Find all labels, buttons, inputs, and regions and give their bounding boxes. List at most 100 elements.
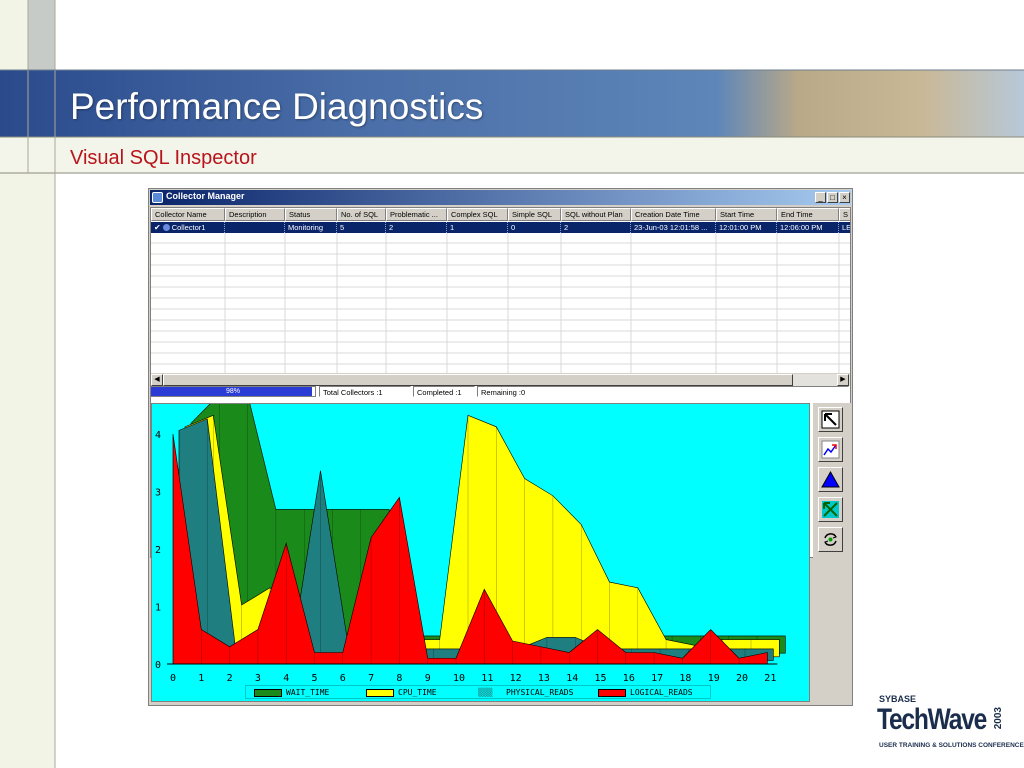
cell-creation-date-time: 23-Jun-03 12:01:58 ...: [631, 222, 716, 233]
refresh-cycle-button[interactable]: [818, 527, 843, 552]
legend-hatch-physical-reads: ▒▒▒: [478, 688, 493, 697]
x-tick-label: 12: [510, 673, 522, 684]
scroll-thumb[interactable]: [163, 374, 793, 386]
sql-performance-chart[interactable]: 0 1 2 3 4 0 1 2 3 4 5 6 7 8 9 10 11 12 13 14 15 16 17 18 19 20 21 …: [151, 403, 810, 702]
cell-sql-without-plan: 2: [561, 222, 631, 233]
legend-swatch-cpu-time: [366, 689, 394, 697]
x-tick-label: 1: [198, 673, 204, 684]
x-tick-label: 0: [170, 673, 176, 684]
total-collectors: Total Collectors :1: [319, 386, 411, 397]
x-tick-label: 21: [764, 673, 776, 684]
triangle-up-icon: [821, 470, 840, 488]
cell-s: LE: [839, 222, 850, 233]
column-header-end-time[interactable]: End Time: [777, 208, 839, 221]
minimize-button[interactable]: _: [815, 192, 826, 203]
column-header-status[interactable]: Status: [285, 208, 337, 221]
y-tick-label: 2: [155, 545, 161, 556]
status-bar: 98% Total Collectors :1 Completed :1 Rem…: [150, 385, 851, 398]
chart-refresh-button[interactable]: [818, 437, 843, 462]
window-title: Collector Manager: [166, 191, 245, 201]
slide-title: Performance Diagnostics: [70, 86, 484, 127]
column-header-sql-without-plan[interactable]: SQL without Plan: [561, 208, 631, 221]
logo-tagline: USER TRAINING & SOLUTIONS CONFERENCE: [879, 742, 1024, 749]
legend-label-physical-reads: PHYSICAL_READS: [506, 688, 574, 697]
close-button[interactable]: ×: [839, 192, 850, 203]
y-tick-label: 3: [155, 488, 161, 499]
legend-swatch-logical-reads: [598, 689, 626, 697]
column-header-collector-name[interactable]: Collector Name: [151, 208, 225, 221]
table-row[interactable]: ✔ Collector1 Monitoring 5 2 1 0 2 23-Jun-…: [151, 222, 850, 233]
column-header-description[interactable]: Description: [225, 208, 285, 221]
triangle-up-button[interactable]: [818, 467, 843, 492]
x-tick-label: 3: [255, 673, 261, 684]
x-tick-label: 5: [312, 673, 318, 684]
chart-toolbar: [813, 403, 851, 702]
x-tick-label: 9: [425, 673, 431, 684]
x-tick-label: 17: [651, 673, 663, 684]
progress-bar: 98%: [150, 386, 316, 397]
check-icon: ✔: [154, 223, 161, 232]
x-tick-label: 2: [227, 673, 233, 684]
collector-icon: [162, 224, 170, 231]
collector-manager-window: Collector Manager _ □ × Collector Name D…: [148, 188, 853, 706]
maximize-button[interactable]: □: [827, 192, 838, 203]
chart-refresh-icon: [821, 440, 840, 459]
cell-collector-name: ✔ Collector1: [151, 222, 225, 233]
column-header-creation-date-time[interactable]: Creation Date Time: [631, 208, 716, 221]
remaining-count: Remaining :0: [477, 386, 849, 397]
cell-complex-sql: 1: [447, 222, 508, 233]
column-header-start-time[interactable]: Start Time: [716, 208, 777, 221]
select-arrow-icon: [821, 410, 840, 429]
chart-legend: WAIT_TIME CPU_TIME ▒▒▒ PHYSICAL_READS LO…: [245, 685, 711, 699]
scroll-left-arrow-icon[interactable]: ◀: [151, 374, 163, 386]
rotate-arrows-icon: [822, 501, 839, 518]
y-tick-label: 0: [155, 660, 161, 671]
refresh-cycle-icon: [824, 533, 837, 546]
window-titlebar[interactable]: Collector Manager _ □ ×: [150, 190, 851, 205]
x-tick-label: 11: [481, 673, 493, 684]
x-tick-label: 18: [679, 673, 691, 684]
y-tick-label: 1: [155, 603, 161, 614]
x-tick-label: 16: [623, 673, 635, 684]
column-header-s[interactable]: S: [839, 208, 850, 221]
x-tick-label: 8: [396, 673, 402, 684]
cell-status: Monitoring: [285, 222, 337, 233]
legend-label-wait-time: WAIT_TIME: [286, 688, 330, 697]
grid-lines: [151, 233, 850, 373]
legend-label-cpu-time: CPU_TIME: [398, 688, 437, 697]
cell-problematic: 2: [386, 222, 447, 233]
rotate-button[interactable]: [818, 497, 843, 522]
x-tick-label: 14: [566, 673, 578, 684]
y-tick-label: 4: [155, 430, 161, 441]
collector-name: Collector1: [171, 223, 206, 232]
grid-header: Collector Name Description Status No. of…: [151, 208, 850, 221]
select-arrow-button[interactable]: [818, 407, 843, 432]
x-tick-label: 19: [708, 673, 720, 684]
x-tick-label: 13: [538, 673, 550, 684]
x-tick-label: 7: [368, 673, 374, 684]
column-header-simple-sql[interactable]: Simple SQL: [508, 208, 561, 221]
scroll-right-arrow-icon[interactable]: ▶: [837, 374, 849, 386]
x-tick-label: 4: [283, 673, 289, 684]
x-tick-label: 6: [340, 673, 346, 684]
column-header-problematic[interactable]: Problematic ...: [386, 208, 447, 221]
techwave-logo: SYBASE TechWave 2003 USER TRAINING & SOL…: [877, 693, 1024, 753]
logo-year: 2003: [993, 707, 1004, 730]
series-area-cpu-time: [184, 414, 780, 658]
x-tick-label: 15: [595, 673, 607, 684]
cell-start-time: 12:01:00 PM: [716, 222, 777, 233]
cell-end-time: 12:06:00 PM: [777, 222, 839, 233]
column-header-no-of-sql[interactable]: No. of SQL: [337, 208, 386, 221]
app-icon: [152, 192, 163, 203]
slide-subtitle: Visual SQL Inspector: [70, 147, 257, 169]
completed-count: Completed :1: [413, 386, 475, 397]
x-tick-label: 20: [736, 673, 748, 684]
horizontal-scrollbar[interactable]: ◀ ▶: [151, 373, 850, 386]
logo-brand-small: SYBASE: [879, 694, 917, 704]
column-header-complex-sql[interactable]: Complex SQL: [447, 208, 508, 221]
progress-fill: [151, 387, 312, 396]
x-tick-label: 10: [453, 673, 465, 684]
progress-label: 98%: [225, 388, 240, 395]
logo-brand-big: TechWave: [877, 703, 987, 736]
